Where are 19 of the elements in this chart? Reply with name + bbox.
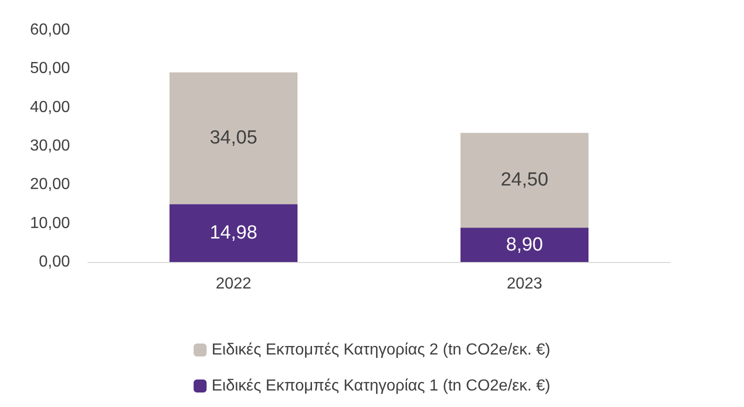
y-tick-label: 0,00 <box>38 254 70 270</box>
y-tick-label: 50,00 <box>30 60 70 78</box>
bar <box>460 228 588 262</box>
legend-label: Ειδικές Εκπομπές Κατηγορίας 1 (tn CO2e/εκ. €) <box>212 378 550 394</box>
y-tick-label: 60,00 <box>30 22 70 38</box>
data-label: 8,90 <box>506 234 543 256</box>
y-tick-label: 30,00 <box>30 138 70 154</box>
y-tick-label: 40,00 <box>30 98 70 116</box>
bar <box>460 132 588 228</box>
data-label: 24,50 <box>500 170 548 191</box>
legend-label: Ειδικές Εκπομπές Κατηγορίας 2 (tn CO2e/εκ. €) <box>212 342 550 358</box>
x-tick-label: 2023 <box>506 276 542 292</box>
x-tick-label: 2022 <box>216 276 252 292</box>
y-tick-label: 10,00 <box>30 214 70 232</box>
data-label: 34,05 <box>210 128 258 149</box>
data-label: 14,98 <box>210 222 258 244</box>
bar <box>170 72 298 204</box>
bar <box>170 204 298 262</box>
y-tick-label: 20,00 <box>30 176 70 194</box>
